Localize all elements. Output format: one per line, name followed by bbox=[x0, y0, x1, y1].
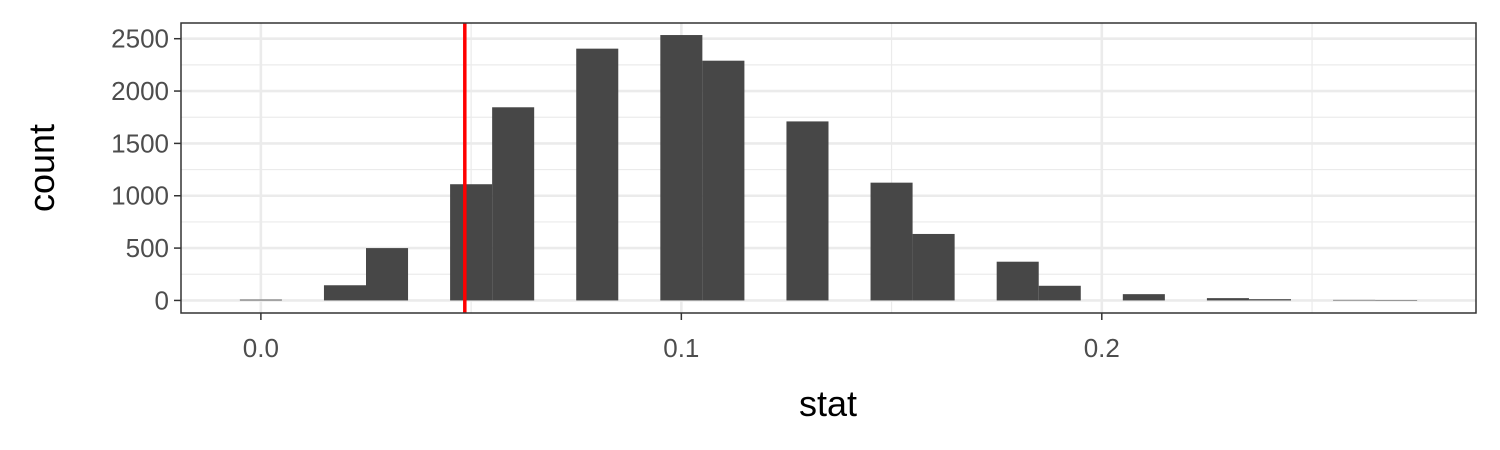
histogram-bar bbox=[996, 261, 1039, 301]
histogram-bar bbox=[870, 182, 913, 301]
y-tick-label: 1500 bbox=[111, 128, 169, 158]
y-axis-title: count bbox=[21, 124, 62, 212]
y-axis: 0 500 1000 1500 2000 2500 bbox=[111, 24, 181, 315]
histogram-bar bbox=[1038, 285, 1081, 301]
histogram-bar bbox=[1375, 300, 1418, 301]
y-tick-label: 2000 bbox=[111, 76, 169, 106]
histogram-bar bbox=[702, 60, 745, 301]
x-axis: 0.0 0.1 0.2 bbox=[243, 313, 1120, 363]
y-tick-label: 2500 bbox=[111, 24, 169, 54]
histogram-bar bbox=[1206, 298, 1249, 301]
x-tick-label: 0.0 bbox=[243, 333, 279, 363]
histogram-bar bbox=[660, 35, 703, 301]
x-tick-label: 0.2 bbox=[1084, 333, 1120, 363]
histogram-bar bbox=[1333, 299, 1376, 301]
histogram-bar bbox=[912, 233, 955, 301]
histogram-bar bbox=[323, 285, 366, 301]
histogram-bar bbox=[239, 299, 282, 301]
histogram-bar bbox=[1248, 299, 1291, 301]
histogram-bar bbox=[1122, 294, 1165, 301]
y-tick-label: 500 bbox=[126, 233, 169, 263]
histogram-bar bbox=[450, 184, 493, 301]
histogram-bar bbox=[576, 48, 619, 301]
y-tick-label: 0 bbox=[155, 285, 169, 315]
histogram-bar bbox=[492, 107, 535, 301]
y-tick-label: 1000 bbox=[111, 181, 169, 211]
x-axis-title: stat bbox=[799, 383, 857, 424]
histogram-bars bbox=[239, 35, 1418, 301]
x-tick-label: 0.1 bbox=[663, 333, 699, 363]
histogram-bar bbox=[786, 121, 829, 301]
panel-border bbox=[180, 22, 1477, 314]
histogram-bar bbox=[366, 248, 409, 301]
